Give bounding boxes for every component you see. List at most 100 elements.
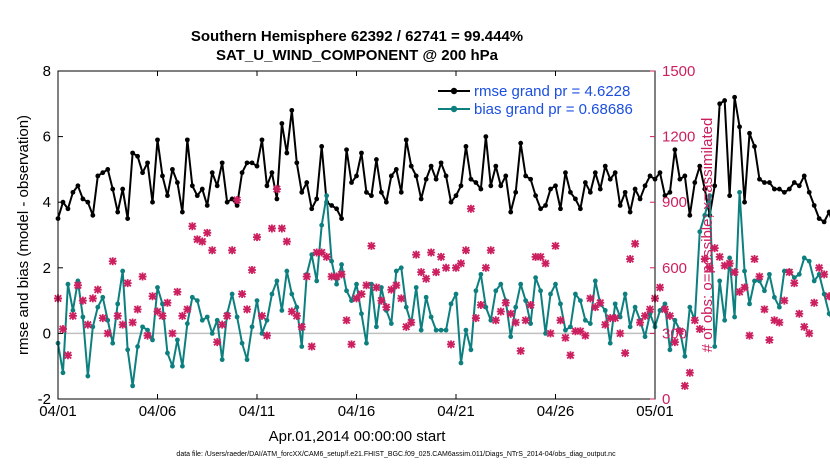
rmse-point: [742, 199, 747, 205]
bias-point: [662, 301, 668, 307]
obs-point: [168, 329, 177, 338]
rmse-point: [244, 160, 250, 166]
bias-point: [687, 304, 693, 310]
rmse-point: [508, 209, 514, 215]
rmse-point: [423, 176, 429, 182]
obs-point: [730, 268, 739, 277]
rmse-point: [543, 203, 548, 208]
bias-point: [642, 334, 648, 340]
bias-point: [279, 308, 285, 313]
rmse-point: [334, 206, 339, 212]
obs-point: [511, 318, 520, 327]
obs-point: [755, 272, 764, 281]
rmse-point: [498, 183, 504, 189]
rmse-point: [463, 144, 469, 149]
obs-point: [248, 265, 257, 274]
obs-point: [466, 204, 475, 213]
bias-point: [189, 294, 195, 300]
rmse-point: [165, 193, 170, 199]
bias-point: [776, 304, 782, 310]
obs-point: [571, 327, 580, 336]
rmse-point: [607, 176, 613, 182]
rmse-point: [781, 189, 787, 195]
y-tick-label: 0: [43, 325, 51, 342]
obs-point: [541, 259, 550, 268]
rmse-point: [125, 216, 131, 222]
rmse-point: [105, 167, 111, 172]
x-axis-label: Apr.01,2014 00:00:00 start: [269, 428, 447, 445]
bias-point: [473, 288, 479, 294]
rmse-point: [398, 189, 404, 195]
obs-point: [312, 248, 321, 257]
obs-point: [800, 322, 809, 331]
bias-point: [339, 262, 344, 267]
obs-point: [516, 346, 525, 355]
obs-point: [277, 224, 286, 233]
rmse-point: [458, 183, 464, 189]
obs-point: [397, 294, 406, 303]
bias-point: [712, 344, 718, 349]
x-tick-label: 04/11: [239, 403, 275, 420]
bias-point: [334, 281, 339, 287]
rmse-point: [279, 121, 285, 126]
bias-point: [259, 331, 265, 336]
obs-point: [775, 318, 784, 327]
bias-point: [70, 308, 76, 313]
bias-point: [453, 291, 459, 297]
obs-point: [173, 287, 182, 296]
rmse-point: [727, 193, 733, 199]
bias-point: [697, 229, 703, 235]
rmse-point: [702, 186, 708, 192]
bias-point: [378, 285, 384, 290]
obs-point: [183, 305, 192, 314]
rmse-point: [130, 150, 136, 156]
rmse-point: [513, 189, 519, 195]
obs-point: [631, 239, 640, 248]
obs-point: [531, 252, 540, 261]
bias-point: [374, 324, 379, 330]
bias-point: [120, 268, 126, 274]
rmse-point: [438, 160, 444, 166]
obs-point: [576, 327, 585, 336]
obs-point: [322, 252, 331, 261]
obs-point: [695, 325, 704, 334]
bias-point: [821, 291, 827, 297]
obs-point: [422, 274, 431, 283]
rmse-point: [418, 196, 424, 202]
obs-point: [287, 307, 296, 316]
bias-point: [105, 317, 111, 323]
bias-point: [388, 321, 394, 326]
bias-point: [354, 281, 359, 287]
obs-point: [93, 285, 102, 294]
rmse-point: [692, 180, 698, 185]
bias-point: [592, 278, 598, 284]
obs-point: [113, 311, 122, 320]
bias-point: [319, 222, 325, 228]
bias-point: [145, 327, 150, 333]
bias-point: [155, 285, 160, 290]
rmse-point: [304, 180, 310, 185]
obs-point: [68, 311, 77, 320]
rmse-point: [617, 203, 623, 208]
obs-point: [566, 351, 575, 360]
obs-point: [675, 327, 684, 336]
bias-point: [100, 294, 106, 300]
obs-point: [601, 320, 610, 329]
obs-point: [223, 311, 232, 320]
obs-point: [392, 281, 401, 290]
obs-point: [621, 349, 630, 358]
rmse-point: [349, 180, 354, 185]
obs-point: [636, 318, 645, 327]
obs-point: [765, 335, 774, 344]
obs-point: [302, 272, 311, 281]
obs-point: [481, 263, 490, 272]
obs-point: [73, 281, 82, 290]
bias-point: [483, 304, 489, 310]
obs-point: [556, 316, 565, 325]
y-tick-label: -2: [38, 391, 51, 408]
rmse-point: [239, 170, 245, 176]
bias-point: [140, 324, 145, 330]
rmse-point: [264, 183, 270, 189]
rmse-point: [364, 189, 369, 195]
legend-bias-marker: [450, 105, 458, 113]
